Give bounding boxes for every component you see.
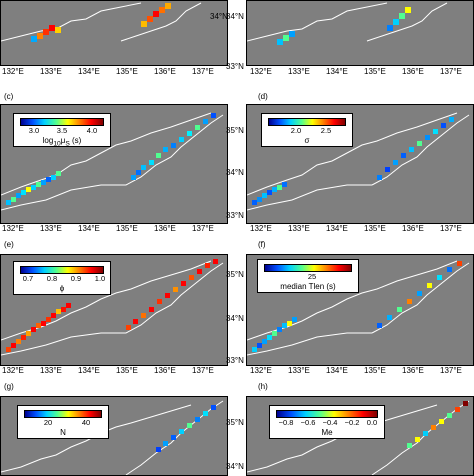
colorbar-h: −0.8 −0.6 −0.4 −0.2 0.0 Me <box>269 405 385 439</box>
colorbar-f: 25 median Tlen (s) <box>257 259 359 293</box>
colorbar-d: 2.0 2.5 σ <box>261 113 353 147</box>
map-panel-f: 25 median Tlen (s) <box>246 254 474 366</box>
map-panel-g: 20 40 N <box>0 396 228 476</box>
panel-label-f: (f) <box>258 240 266 249</box>
panel-label-h: (h) <box>258 382 268 391</box>
map-panel-h: −0.8 −0.6 −0.4 −0.2 0.0 Me <box>246 396 474 476</box>
colorbar-title-g: N <box>60 428 66 437</box>
map-panel-e: 0.7 0.8 0.9 1.0 ϕ <box>0 254 228 366</box>
map-panel-b-partial <box>0 0 228 66</box>
panel-label-c: (c) <box>4 92 14 101</box>
colorbar-title-e: ϕ <box>59 284 65 293</box>
colorbar-g: 20 40 N <box>17 405 109 439</box>
map-panel-d: 2.0 2.5 σ <box>246 104 474 224</box>
map-panel-a-partial <box>246 0 474 66</box>
panel-label-g: (g) <box>4 382 14 391</box>
panel-label-e: (e) <box>4 240 14 249</box>
colorbar-title-h: Me <box>321 428 333 437</box>
colorbar-c: 3.0 3.5 4.0 log10μS (s) <box>13 113 111 148</box>
colorbar-title-d: σ <box>304 136 310 145</box>
colorbar-title-f: median Tlen (s) <box>280 282 336 291</box>
lat-tick-33-right-top: 33°N <box>226 62 244 71</box>
map-panel-c: 3.0 3.5 4.0 log10μS (s) <box>0 104 228 224</box>
lat-tick-34-right-top: 34°N <box>226 12 244 21</box>
colorbar-e: 0.7 0.8 0.9 1.0 ϕ <box>13 261 111 295</box>
panel-label-d: (d) <box>258 92 268 101</box>
lat-tick-34-left-top: 34°N <box>210 12 228 21</box>
colorbar-title-c: log10μS (s) <box>42 136 82 148</box>
